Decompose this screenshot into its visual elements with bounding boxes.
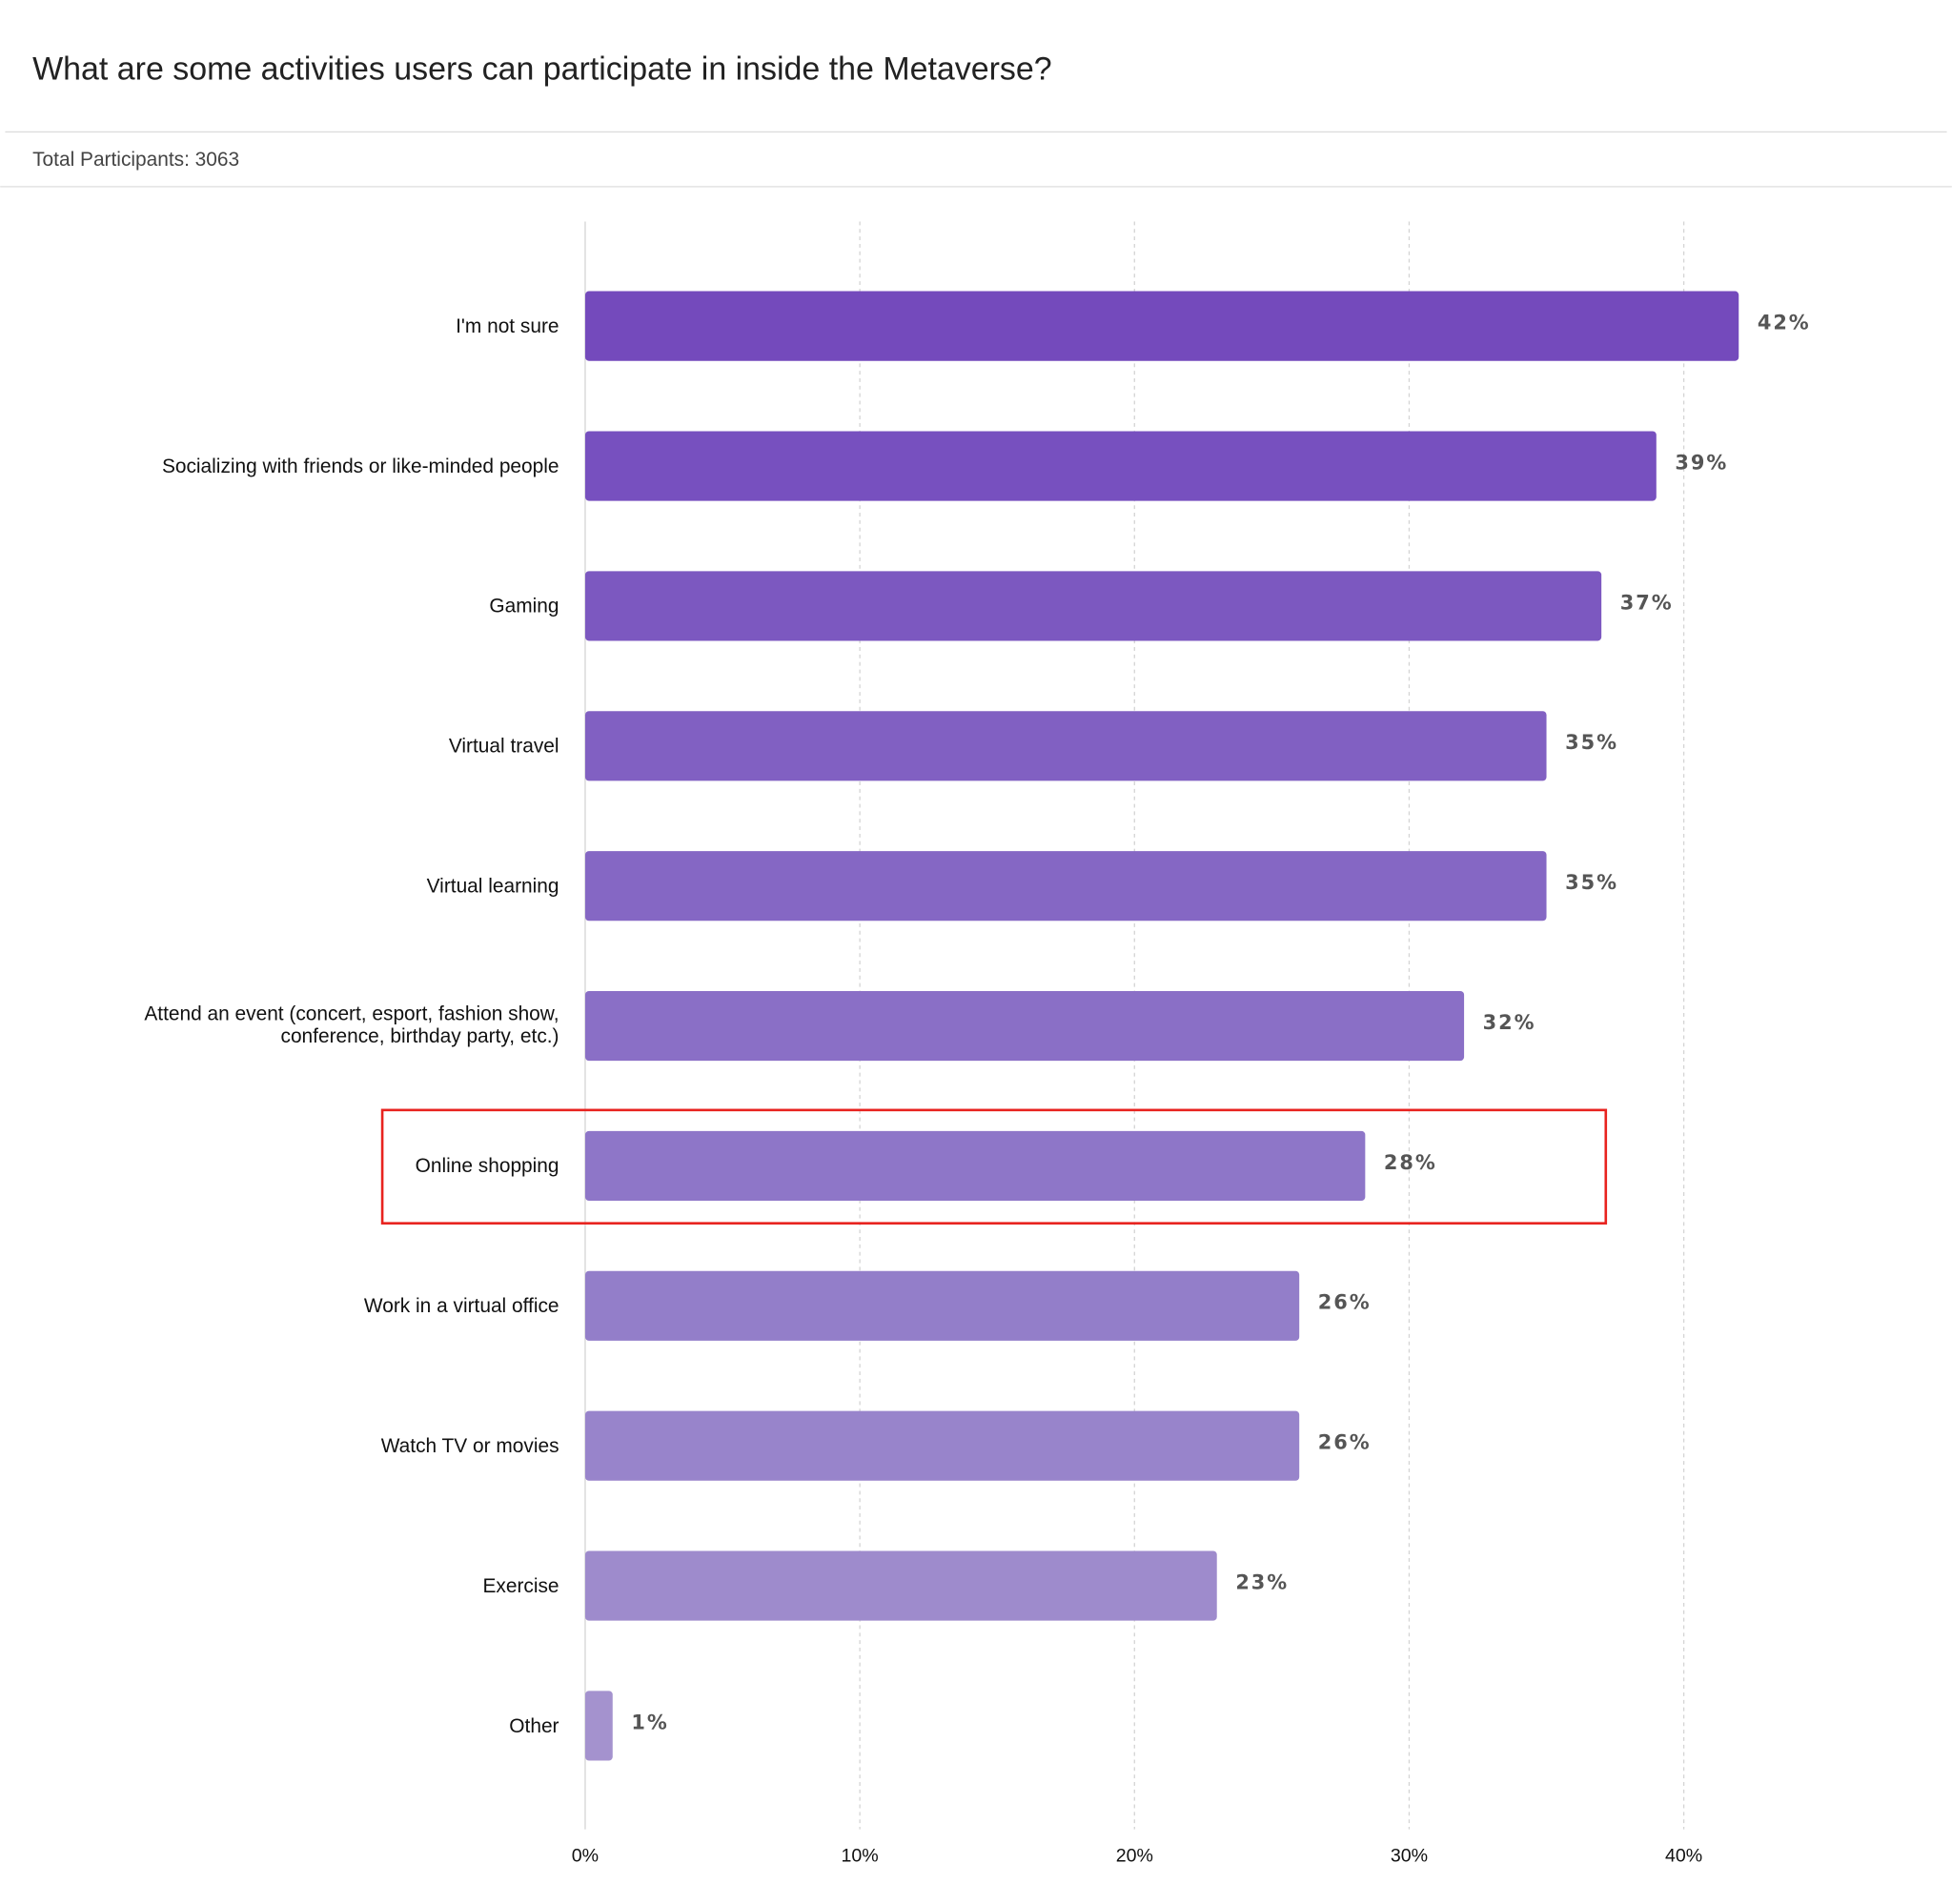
value-label: 32% <box>1483 1011 1536 1034</box>
bar <box>584 711 1547 781</box>
highlight-box <box>380 1108 1608 1225</box>
value-label: 35% <box>1565 731 1618 754</box>
value-label: 28% <box>1384 1151 1437 1174</box>
x-tick-label: 40% <box>1665 1846 1702 1867</box>
value-label: 26% <box>1318 1431 1372 1454</box>
y-tick-label: Socializing with friends or like-minded … <box>162 456 559 477</box>
y-tick-label: Other <box>509 1715 559 1737</box>
y-tick-label: Work in a virtual office <box>364 1295 559 1317</box>
value-label: 42% <box>1758 312 1811 334</box>
bar <box>584 1130 1366 1201</box>
bar <box>584 851 1547 922</box>
y-tick-label: Gaming <box>489 596 559 618</box>
y-tick-label: Virtual travel <box>449 736 559 758</box>
bars: 42% 39% 37% 35% 35% 32% 28% 26% 26% 23% 1% <box>584 291 1811 1761</box>
x-tick-label: 10% <box>842 1846 879 1867</box>
bar <box>584 990 1465 1062</box>
value-label: 26% <box>1318 1291 1372 1314</box>
value-label: 35% <box>1565 871 1618 894</box>
chart-title: What are some activities users can parti… <box>32 51 1052 87</box>
x-tick-label: 20% <box>1116 1846 1153 1867</box>
y-tick-label: Attend an event (concert, esport, fashio… <box>144 1003 559 1024</box>
bar <box>584 571 1602 641</box>
x-tick-label: 30% <box>1391 1846 1428 1867</box>
y-tick-label: Online shopping <box>416 1155 559 1177</box>
x-tick-label: 0% <box>572 1846 599 1867</box>
value-label: 37% <box>1620 591 1674 614</box>
y-tick-label: Exercise <box>482 1575 559 1597</box>
bar <box>584 1270 1300 1341</box>
bar <box>584 291 1739 361</box>
value-label: 23% <box>1235 1570 1289 1593</box>
y-tick-label: conference, birthday party, etc.) <box>281 1025 559 1047</box>
y-tick-label: Watch TV or movies <box>381 1435 559 1457</box>
bar <box>584 1550 1217 1621</box>
bar <box>584 1410 1300 1481</box>
bar <box>584 431 1657 501</box>
bar <box>584 1691 613 1761</box>
y-tick-label: Virtual learning <box>427 875 559 897</box>
subtitle: Total Participants: 3063 <box>32 149 239 171</box>
value-label: 39% <box>1675 451 1728 474</box>
y-tick-label: I'm not sure <box>456 315 559 337</box>
value-label: 1% <box>631 1711 668 1733</box>
